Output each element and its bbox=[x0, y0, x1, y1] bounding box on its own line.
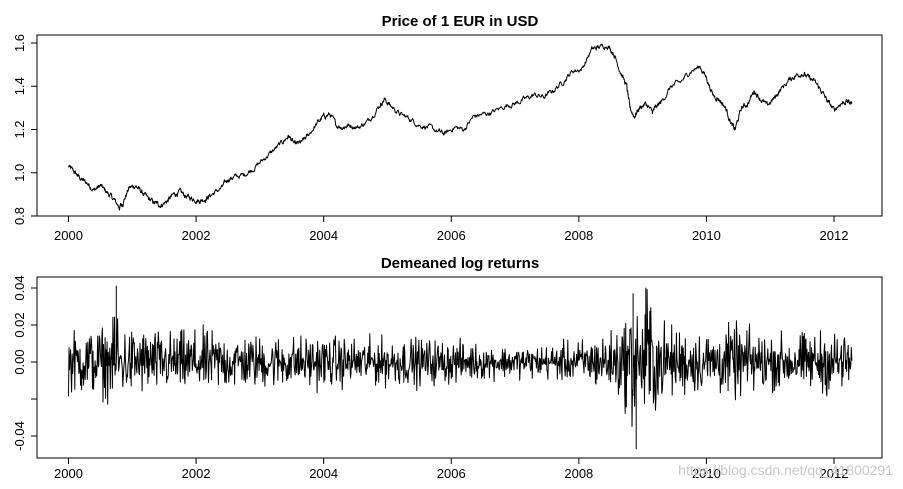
x-tick-label: 2000 bbox=[54, 228, 83, 243]
y-tick-label: 0.02 bbox=[12, 312, 27, 337]
x-tick-label: 2008 bbox=[564, 466, 593, 481]
y-tick-label: 0.8 bbox=[12, 207, 27, 225]
price-chart-x-axis: 2000 2002 2004 2006 2008 2010 2012 bbox=[54, 216, 848, 243]
x-tick-label: 2000 bbox=[54, 466, 83, 481]
returns-series-line bbox=[68, 285, 853, 450]
returns-chart-panel: Demeaned log returns 2000 2002 2004 2006 200… bbox=[12, 255, 883, 481]
y-tick-label: 1.4 bbox=[12, 77, 27, 95]
returns-chart-frame bbox=[36, 276, 883, 459]
x-tick-label: 2006 bbox=[437, 466, 466, 481]
x-tick-label: 2010 bbox=[692, 228, 721, 243]
x-tick-label: 2012 bbox=[820, 228, 849, 243]
x-tick-label: 2012 bbox=[820, 466, 849, 481]
price-chart-y-axis: 0.8 1.0 1.2 1.4 1.6 bbox=[12, 34, 37, 225]
x-tick-label: 2004 bbox=[309, 466, 338, 481]
x-tick-label: 2006 bbox=[437, 228, 466, 243]
x-tick-label: 2010 bbox=[692, 466, 721, 481]
y-tick-label: -0.04 bbox=[12, 421, 27, 451]
price-series-line bbox=[68, 43, 853, 211]
x-tick-label: 2008 bbox=[564, 228, 593, 243]
x-tick-label: 2004 bbox=[309, 228, 338, 243]
y-tick-label: 1.2 bbox=[12, 120, 27, 138]
returns-chart-title: Demeaned log returns bbox=[381, 255, 539, 272]
price-chart-panel: Price of 1 EUR in USD 2000 2002 2004 2006 20… bbox=[12, 13, 883, 243]
x-tick-label: 2002 bbox=[182, 228, 211, 243]
price-chart-frame bbox=[36, 34, 883, 217]
returns-chart-y-axis: -0.04 0.00 0.02 0.04 bbox=[12, 275, 37, 451]
y-tick-label: 1.0 bbox=[12, 164, 27, 182]
y-tick-label: 0.00 bbox=[12, 349, 27, 374]
y-tick-label: 1.6 bbox=[12, 34, 27, 52]
watermark-text: https://blog.csdn.net/qq_41800291 bbox=[678, 462, 893, 478]
price-chart-title: Price of 1 EUR in USD bbox=[382, 13, 539, 30]
returns-chart-x-axis: 2000 2002 2004 2006 2008 2010 2012 bbox=[54, 458, 848, 481]
y-tick-label: 0.04 bbox=[12, 275, 27, 300]
x-tick-label: 2002 bbox=[182, 466, 211, 481]
